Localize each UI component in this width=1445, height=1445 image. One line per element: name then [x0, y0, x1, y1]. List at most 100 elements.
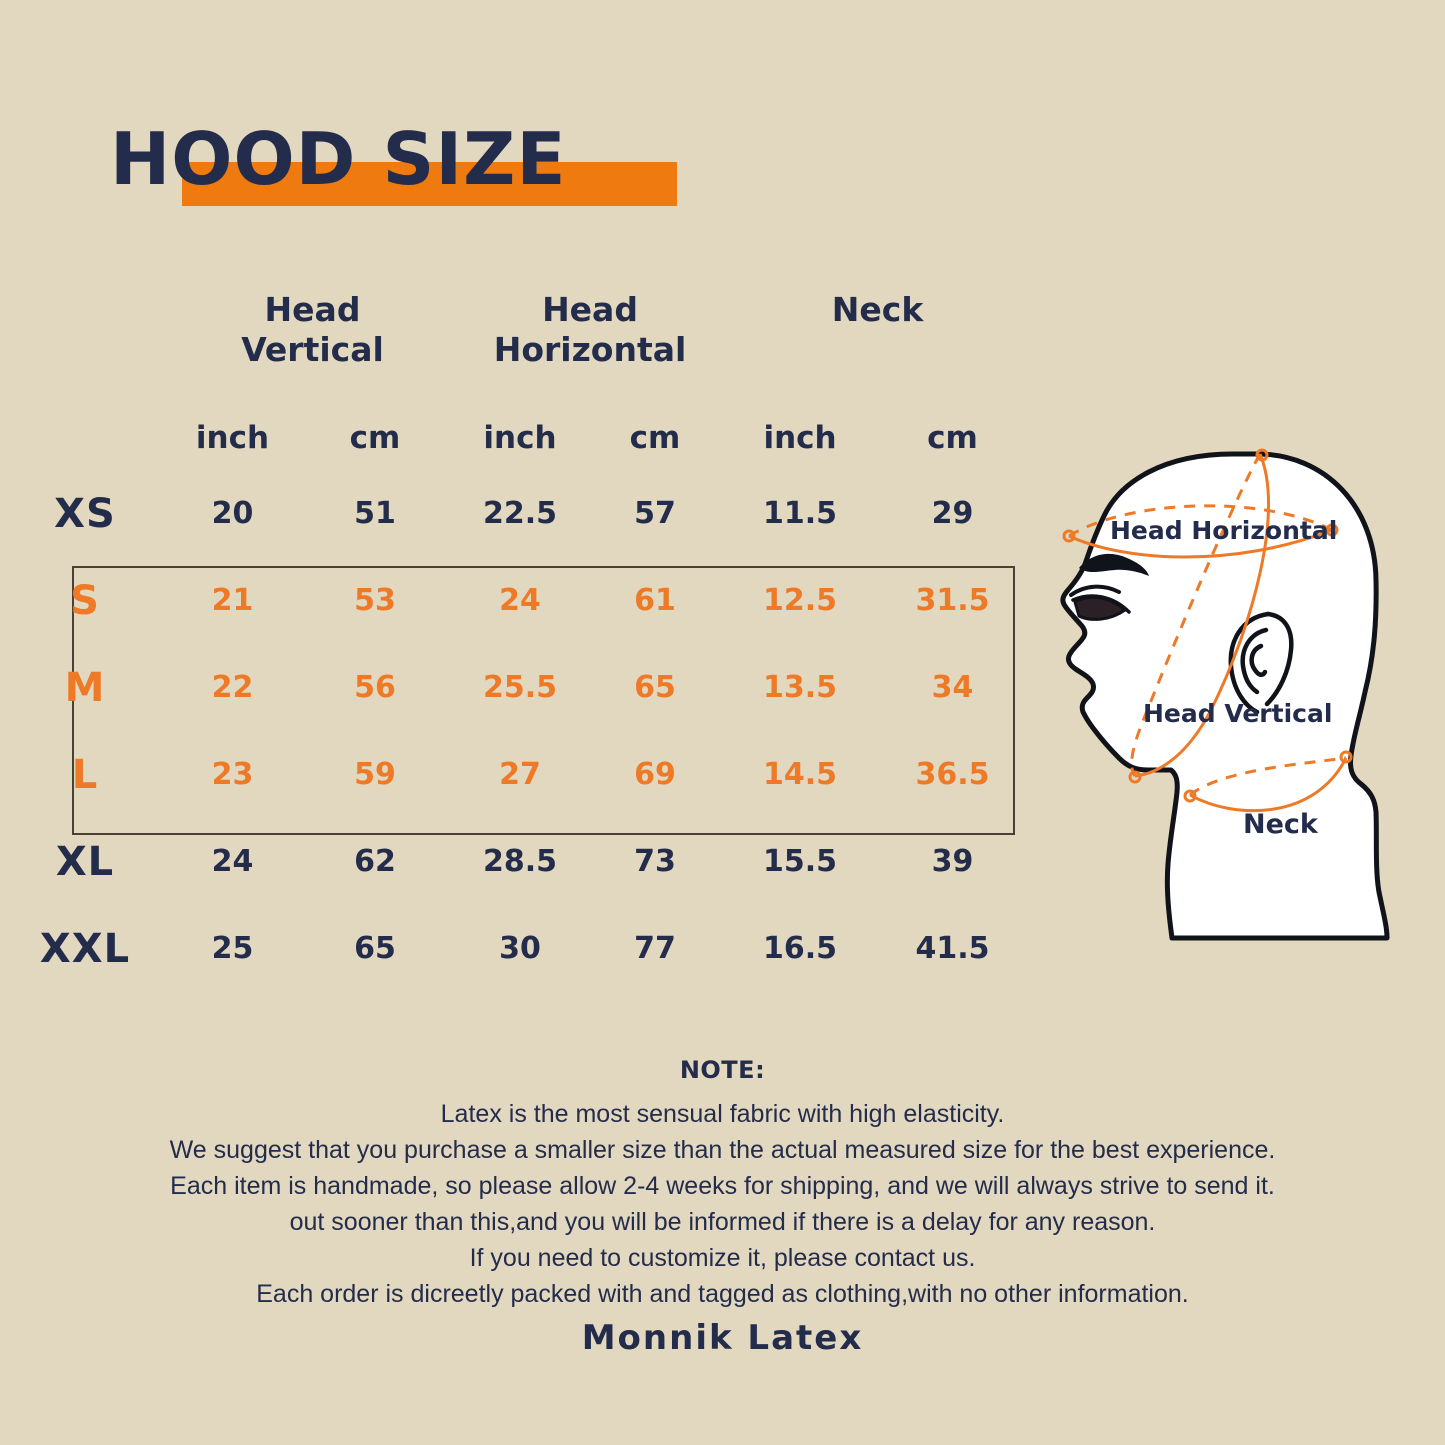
cell-nk-cm: 41.5: [915, 931, 990, 966]
note-title: NOTE:: [679, 1056, 766, 1084]
cell-hv-cm: 62: [354, 844, 396, 879]
eyelid-icon: [1069, 584, 1121, 597]
cell-hv-cm: 56: [354, 670, 396, 705]
row-size-label: XXL: [39, 925, 131, 972]
eye-outline-icon: [1071, 594, 1131, 614]
unit-header-size: [0, 400, 170, 470]
cell-hv-cm: 65: [354, 931, 396, 966]
table-unit-header-row: inch cm inch cm inch cm: [0, 400, 1030, 470]
note-line: We suggest that you purchase a smaller s…: [169, 1136, 1276, 1164]
page-title: HOOD SIZE: [110, 117, 677, 210]
group-header-head-vertical-line2: Vertical: [241, 330, 384, 369]
head-horizontal-anchor-right: [1325, 523, 1339, 537]
unit-header-hv-cm: cm: [349, 420, 401, 456]
table-group-header-row: Head Vertical Head Horizontal Neck: [0, 290, 1030, 400]
note-line: Latex is the most sensual fabric with hi…: [440, 1100, 1005, 1128]
cell-hh-inch: 30: [499, 931, 541, 966]
brand-name: Monnik Latex: [581, 1318, 864, 1358]
head-silhouette-icon: [1060, 451, 1390, 941]
title-highlight-bar: [182, 162, 677, 206]
head-measurement-diagram: Head Horizontal Head Vertical Neck: [1035, 440, 1430, 950]
cell-hv-cm: 59: [354, 757, 396, 792]
size-table-zone: Head Vertical Head Horizontal Neck inch: [0, 290, 1030, 992]
cell-hh-cm: 77: [634, 931, 676, 966]
head-horizontal-measure-line-dashed: [1068, 504, 1333, 538]
group-header-neck-line1: Neck: [831, 290, 924, 329]
neck-measure-line-dashed: [1189, 756, 1347, 797]
neck-anchor-right: [1339, 750, 1353, 764]
cell-nk-inch: 13.5: [763, 670, 838, 705]
cell-hh-inch: 28.5: [482, 844, 558, 879]
unit-header-nk-cm: cm: [927, 420, 978, 456]
group-header-head-vertical-line1: Head: [264, 290, 361, 329]
cell-nk-cm: 31.5: [915, 583, 990, 618]
cell-hh-cm: 57: [634, 496, 676, 531]
head-vertical-anchor-bottom: [1128, 770, 1142, 784]
group-header-head-vertical: Head Vertical: [170, 290, 455, 400]
cell-hv-cm: 51: [354, 496, 396, 531]
row-size-label: S: [70, 577, 100, 624]
table-row: XL 24 62 28.5 73 15.5 39: [0, 818, 1030, 905]
table-row: XS 20 51 22.5 57 11.5 29: [0, 470, 1030, 557]
cell-nk-cm: 29: [931, 496, 974, 531]
cell-nk-cm: 36.5: [915, 757, 990, 792]
cell-hh-inch: 22.5: [482, 496, 558, 531]
cell-hh-inch: 27: [499, 757, 541, 792]
group-header-neck: Neck: [725, 290, 1030, 400]
page-title-text: HOOD SIZE: [110, 117, 567, 201]
size-table: Head Vertical Head Horizontal Neck inch: [0, 290, 1030, 992]
cell-nk-inch: 14.5: [763, 757, 838, 792]
head-vertical-anchor-top: [1255, 448, 1269, 462]
head-vertical-measure-line: [1134, 453, 1271, 778]
group-header-head-horizontal-line1: Head: [542, 290, 638, 329]
note-line: out sooner than this,and you will be inf…: [289, 1208, 1156, 1236]
diagram-label-neck: Neck: [1243, 809, 1319, 840]
cell-hh-inch: 25.5: [482, 670, 558, 705]
note-line: If you need to customize it, please cont…: [469, 1244, 976, 1272]
note-block: NOTE: Latex is the most sensual fabric w…: [0, 1056, 1445, 1312]
unit-header-nk-inch: inch: [763, 420, 837, 456]
unit-header-hh-cm: cm: [629, 420, 681, 456]
cell-nk-inch: 15.5: [763, 844, 838, 879]
neck-anchor-left: [1183, 789, 1197, 803]
row-size-label: L: [71, 751, 99, 798]
size-table-body: XS 20 51 22.5 57 11.5 29 S 21 53 24 61 1…: [0, 470, 1030, 992]
head-vertical-measure-line-dashed: [1130, 453, 1262, 777]
cell-hv-inch: 23: [211, 757, 254, 792]
cell-hh-inch: 24: [499, 583, 541, 618]
group-header-head-horizontal: Head Horizontal: [455, 290, 725, 400]
table-row: L 23 59 27 69 14.5 36.5: [0, 731, 1030, 818]
cell-hv-inch: 20: [211, 496, 254, 531]
unit-header-hv-inch: inch: [195, 420, 270, 456]
cell-hh-cm: 73: [634, 844, 676, 879]
group-header-head-horizontal-line2: Horizontal: [493, 330, 687, 369]
diagram-label-head-horizontal: Head Horizontal: [1110, 516, 1337, 545]
cell-nk-cm: 34: [931, 670, 974, 705]
cell-nk-inch: 16.5: [763, 931, 838, 966]
table-row: M 22 56 25.5 65 13.5 34: [0, 644, 1030, 731]
diagram-label-head-vertical: Head Vertical: [1143, 699, 1332, 728]
table-row: XXL 25 65 30 77 16.5 41.5: [0, 905, 1030, 992]
cell-hv-cm: 53: [354, 583, 396, 618]
highlighted-sizes-box: [72, 566, 1015, 835]
cell-nk-cm: 39: [931, 844, 974, 879]
cell-hh-cm: 65: [634, 670, 676, 705]
cell-hh-cm: 69: [634, 757, 676, 792]
unit-header-hh-inch: inch: [483, 420, 557, 456]
neck-measure-line: [1189, 757, 1348, 813]
cell-hv-inch: 25: [211, 931, 254, 966]
cell-nk-inch: 12.5: [763, 583, 838, 618]
cell-hv-inch: 22: [211, 670, 254, 705]
cell-hv-inch: 21: [211, 583, 254, 618]
cell-hv-inch: 24: [211, 844, 254, 879]
group-header-size: [0, 290, 170, 400]
cell-nk-inch: 11.5: [763, 496, 838, 531]
table-row: S 21 53 24 61 12.5 31.5: [0, 557, 1030, 644]
head-horizontal-anchor-left: [1062, 529, 1076, 543]
row-size-label: M: [64, 664, 106, 711]
cell-hh-cm: 61: [634, 583, 676, 618]
note-line: Each item is handmade, so please allow 2…: [170, 1172, 1275, 1200]
row-size-label: XS: [54, 490, 116, 537]
head-horizontal-measure-line: [1068, 528, 1333, 559]
